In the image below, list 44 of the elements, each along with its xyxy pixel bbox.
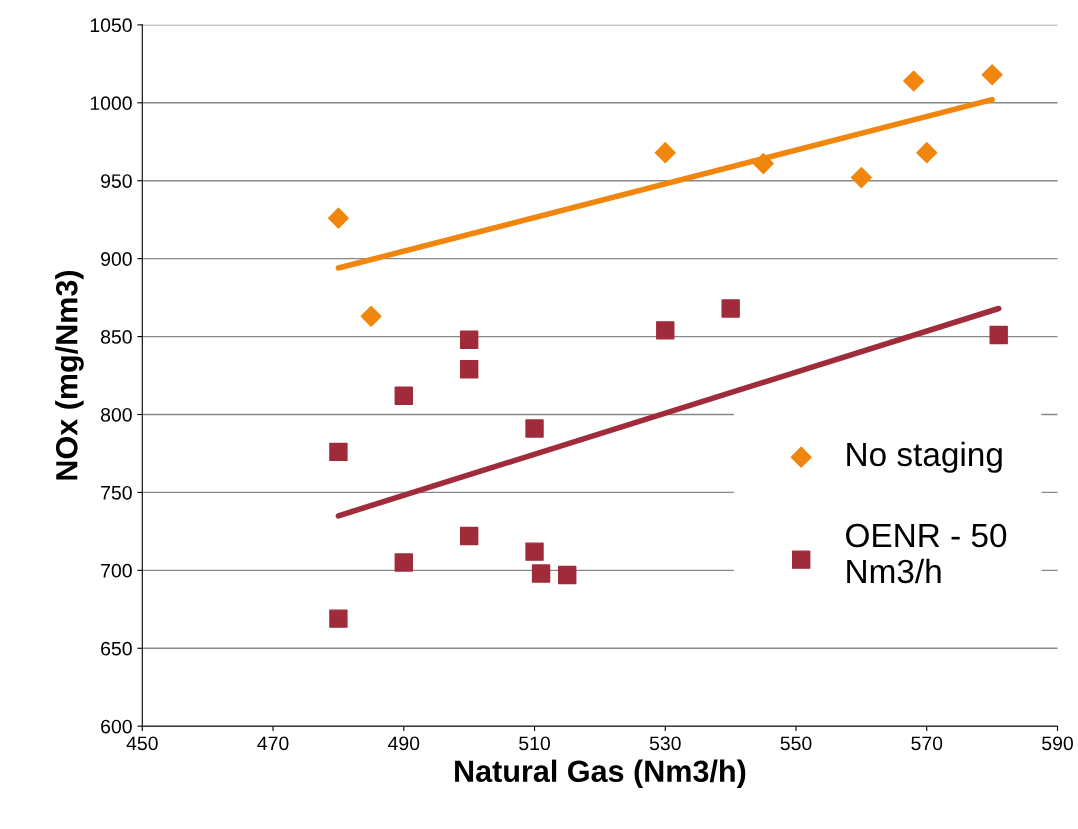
y-tick-label: 650 bbox=[101, 641, 132, 656]
point bbox=[981, 64, 1003, 86]
point bbox=[360, 305, 382, 327]
x-tick-label: 550 bbox=[780, 736, 812, 751]
x-tick-label: 570 bbox=[911, 736, 943, 751]
legend-label: OENR - 50 Nm3/h bbox=[846, 523, 1007, 584]
point bbox=[531, 564, 551, 583]
y-tick-label: 1000 bbox=[90, 96, 132, 111]
y-tick-label: 1050 bbox=[90, 18, 132, 33]
x-tick-label: 530 bbox=[649, 736, 681, 751]
y-tick-label: 850 bbox=[100, 330, 132, 344]
point bbox=[394, 386, 413, 405]
point bbox=[989, 325, 1008, 345]
x-tick-label: 450 bbox=[126, 736, 158, 751]
x-tick-label: 590 bbox=[1042, 736, 1073, 751]
point bbox=[525, 542, 544, 561]
point bbox=[459, 526, 479, 546]
legend-label: No staging bbox=[847, 441, 1002, 473]
y-tick-label: 950 bbox=[101, 174, 132, 188]
x-axis-title: Natural Gas (Nm3/h) bbox=[455, 759, 746, 789]
y-tick-label: 750 bbox=[101, 485, 132, 500]
point bbox=[327, 207, 349, 229]
point bbox=[394, 553, 413, 572]
y-tick-label: 700 bbox=[101, 563, 132, 578]
point bbox=[903, 70, 925, 92]
point bbox=[525, 419, 544, 438]
point bbox=[656, 321, 675, 340]
point bbox=[459, 360, 479, 379]
point bbox=[459, 330, 479, 349]
x-tick-label: 510 bbox=[519, 736, 550, 751]
x-tick-label: 490 bbox=[388, 736, 420, 751]
y-tick-label: 900 bbox=[101, 252, 132, 266]
point bbox=[916, 142, 938, 164]
point bbox=[752, 153, 774, 175]
y-axis-title: NOx (mg/Nm3) bbox=[55, 270, 84, 480]
x-tick-label: 470 bbox=[257, 736, 289, 751]
point bbox=[329, 609, 348, 628]
point bbox=[558, 565, 577, 585]
y-tick-label: 800 bbox=[100, 407, 132, 422]
y-tick-label: 600 bbox=[101, 719, 132, 734]
point bbox=[721, 299, 740, 318]
point bbox=[329, 442, 348, 462]
point bbox=[850, 167, 872, 189]
point bbox=[654, 142, 676, 164]
